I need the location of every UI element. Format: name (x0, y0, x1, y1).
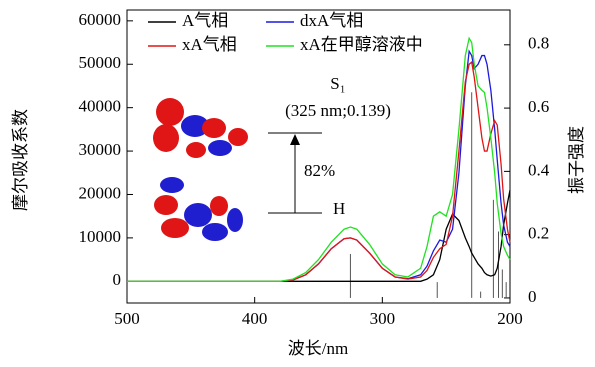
annotation: H (333, 199, 345, 218)
chart: 波长/nm 摩尔吸收系数 振子强度 S₁ (325 nm;0.139) 82% … (0, 0, 595, 362)
legend-label: dxA气相 (300, 11, 363, 30)
legend-label: xA在甲醇溶液中 (300, 35, 423, 54)
y2-tick-label: 0.4 (528, 160, 550, 179)
y2-tick-label: 0.2 (528, 224, 549, 243)
x-tick-label: 200 (497, 309, 523, 328)
legend-label: A气相 (182, 11, 228, 30)
y-tick-label: 10000 (79, 227, 122, 246)
y2-axis-label: 振子强度 (567, 126, 586, 194)
x-tick-label: 400 (242, 309, 268, 328)
y-tick-label: 0 (113, 270, 122, 289)
y-axis-label: 摩尔吸收系数 (11, 109, 30, 211)
x-tick-label: 300 (370, 309, 396, 328)
x-tick-label: 500 (114, 309, 140, 328)
annotation: 82% (304, 161, 335, 180)
y2-tick-label: 0.8 (528, 34, 549, 53)
legend-label: xA气相 (182, 35, 237, 54)
annotation: S₁ (330, 74, 345, 93)
y-tick-label: 50000 (79, 53, 122, 72)
annotation: (325 nm;0.139) (285, 101, 391, 120)
y-tick-label: 20000 (79, 183, 122, 202)
y2-tick-label: 0.6 (528, 97, 549, 116)
y-tick-label: 40000 (79, 97, 122, 116)
y-tick-label: 60000 (79, 10, 122, 29)
spectrum-line (127, 190, 510, 281)
x-axis-label: 波长/nm (288, 339, 348, 358)
spectrum-line (127, 38, 510, 281)
y-tick-label: 30000 (79, 140, 122, 159)
y2-tick-label: 0 (528, 287, 537, 306)
orbitals (153, 98, 248, 241)
